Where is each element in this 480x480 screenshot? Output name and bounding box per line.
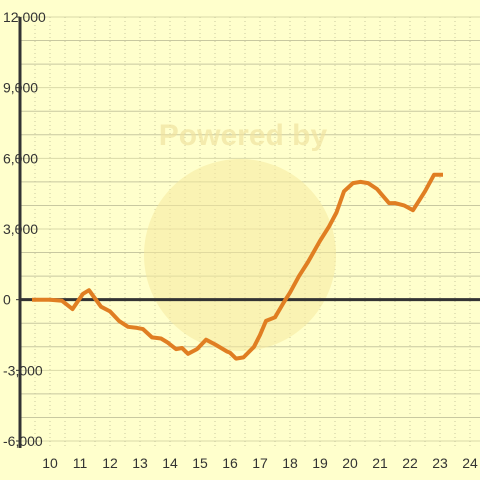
x-tick-label: 10 xyxy=(42,455,58,471)
y-tick-label: 3,000 xyxy=(3,221,38,237)
watermark: Powered by xyxy=(144,119,336,351)
y-tick-label: -3,000 xyxy=(3,362,43,378)
x-tick-label: 18 xyxy=(282,455,298,471)
x-tick-label: 20 xyxy=(342,455,358,471)
y-tick-label: 6,000 xyxy=(3,150,38,166)
tick-labels: 12,000 9,000 6,000 3,000 0 -3,000 -6,000 10 11 12… xyxy=(3,9,478,471)
x-tick-label: 13 xyxy=(132,455,148,471)
y-tick-label: 0 xyxy=(3,292,11,308)
grid xyxy=(20,16,480,448)
x-tick-label: 11 xyxy=(73,455,88,471)
series xyxy=(32,172,443,361)
y-tick-label: 12,000 xyxy=(3,9,46,25)
x-tick-label: 19 xyxy=(312,455,328,471)
x-tick-label: 21 xyxy=(372,455,388,471)
x-tick-label: 23 xyxy=(432,455,448,471)
x-tick-label: 22 xyxy=(402,455,418,471)
watermark-logo-icon xyxy=(144,159,336,351)
y-tick-label: -6,000 xyxy=(3,433,43,449)
x-tick-label: 17 xyxy=(252,455,268,471)
x-tick-label: 16 xyxy=(222,455,238,471)
x-tick-label: 12 xyxy=(102,455,118,471)
x-tick-label: 15 xyxy=(192,455,208,471)
watermark-text: Powered by xyxy=(159,119,328,152)
series-line-0 xyxy=(32,172,443,361)
y-tick-label: 9,000 xyxy=(3,80,38,96)
x-tick-label: 14 xyxy=(162,455,178,471)
x-tick-label: 24 xyxy=(462,455,478,471)
